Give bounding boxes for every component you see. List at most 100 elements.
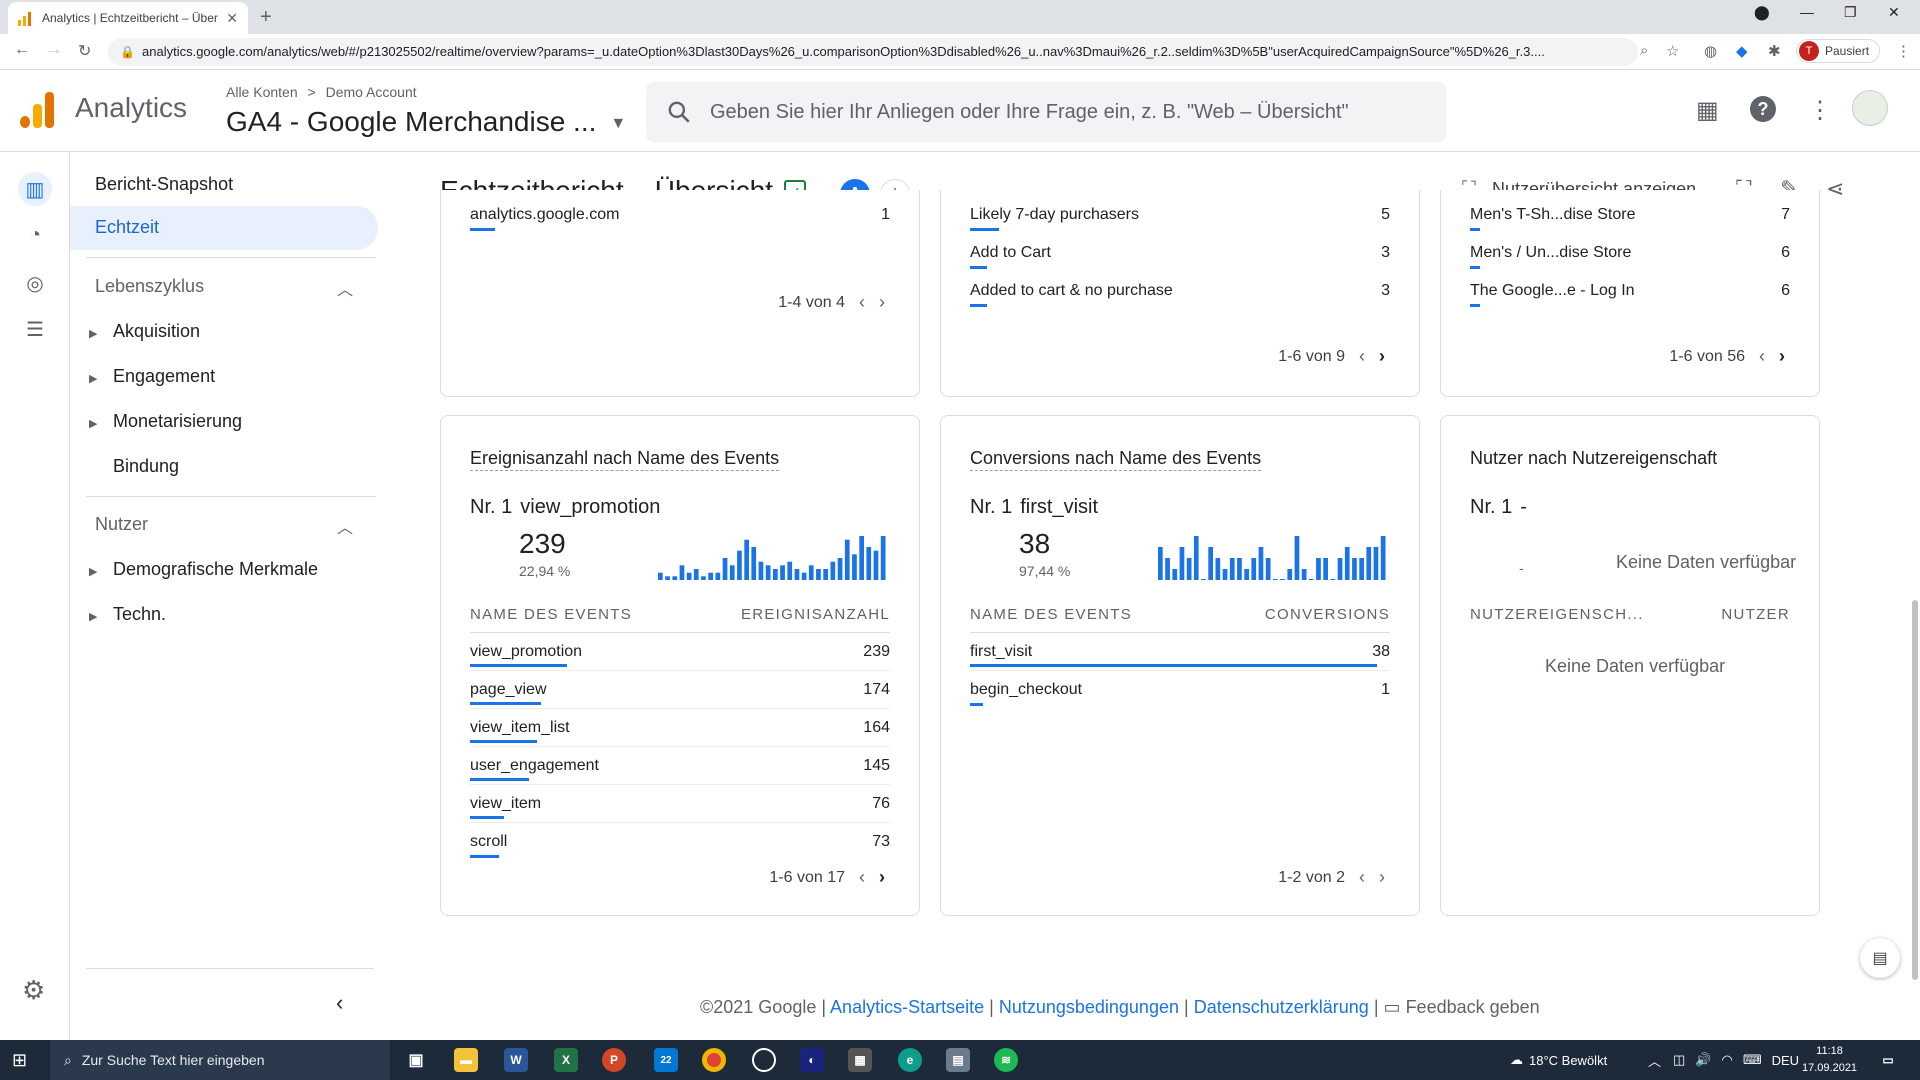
column-header-name[interactable]: NAME DES EVENTS — [470, 606, 633, 623]
feedback-chat-icon[interactable]: ▤ — [1860, 938, 1900, 978]
list-item[interactable]: analytics.google.com 1 — [470, 206, 890, 236]
reports-icon[interactable]: ▥ — [18, 172, 52, 206]
browser-tab[interactable]: Analytics | Echtzeitbericht – Über ✕ — [8, 2, 248, 34]
list-item[interactable]: Men's / Un...dise Store 6 — [1470, 244, 1790, 274]
taskbar-clock[interactable]: 11:18 17.09.2021 — [1802, 1043, 1857, 1077]
prev-page-icon[interactable]: ‹ — [859, 292, 865, 312]
nav-tech[interactable]: ▶ Techn. — [89, 604, 166, 625]
nav-acquisition[interactable]: ▶ Akquisition — [89, 321, 200, 342]
notepad-icon[interactable]: ▤ — [946, 1048, 970, 1072]
table-row[interactable]: scroll 73 — [470, 823, 890, 861]
share-icon[interactable]: ⋖ — [1826, 176, 1845, 201]
card-title[interactable]: Conversions nach Name des Events — [970, 448, 1262, 471]
breadcrumb-account[interactable]: Demo Account — [325, 84, 417, 100]
reload-icon[interactable]: ↻ — [78, 43, 92, 60]
apps-grid-icon[interactable]: ▦ — [1696, 97, 1719, 124]
weather-widget[interactable]: ☁ 18°C Bewölkt — [1510, 1040, 1607, 1080]
list-item[interactable]: Likely 7-day purchasers 5 — [970, 206, 1390, 236]
nav-section-lifecycle[interactable]: Lebenszyklus ︿ — [95, 276, 353, 299]
nav-monetization[interactable]: ▶ Monetarisierung — [89, 411, 242, 432]
back-icon[interactable]: ← — [14, 41, 30, 58]
taskbar-search[interactable]: ⌕ Zur Suche Text hier eingeben — [50, 1040, 390, 1080]
footer-link-home[interactable]: Analytics-Startseite — [830, 997, 985, 1017]
spotify-icon[interactable]: ≋ — [994, 1048, 1018, 1072]
prev-page-icon[interactable]: ‹ — [1359, 867, 1365, 887]
nav-engagement[interactable]: ▶ Engagement — [89, 366, 215, 387]
account-avatar[interactable] — [1852, 90, 1888, 126]
advertising-icon[interactable]: ◎ — [26, 272, 44, 295]
new-tab-icon[interactable]: + — [260, 6, 272, 28]
minimize-icon[interactable]: — — [1800, 4, 1814, 20]
help-icon[interactable]: ? — [1750, 96, 1776, 122]
windows-start-icon[interactable]: ⊞ — [12, 1050, 28, 1070]
table-row[interactable]: view_item_list 164 — [470, 709, 890, 747]
footer-link-terms[interactable]: Nutzungsbedingungen — [998, 997, 1179, 1017]
prev-page-icon[interactable]: ‹ — [859, 867, 865, 887]
analytics-logo-icon[interactable] — [20, 92, 54, 128]
column-header-name[interactable]: NAME DES EVENTS — [970, 606, 1133, 623]
list-item[interactable]: Add to Cart 3 — [970, 244, 1390, 274]
configure-icon[interactable]: ☰ — [26, 318, 44, 341]
chrome-icon[interactable] — [702, 1048, 726, 1072]
powerpoint-icon[interactable]: P — [602, 1048, 626, 1072]
prev-page-icon[interactable]: ‹ — [1759, 346, 1765, 366]
next-page-icon[interactable]: › — [879, 292, 885, 312]
column-header-value[interactable]: NUTZER — [1721, 606, 1790, 623]
browser-menu-icon[interactable]: ⋮ — [1896, 43, 1911, 60]
language-indicator[interactable]: DEU — [1771, 1052, 1800, 1068]
file-explorer-icon[interactable]: ▬ — [454, 1048, 478, 1072]
next-page-icon[interactable]: › — [879, 867, 885, 887]
explore-icon[interactable]: ◔ — [28, 223, 42, 246]
task-view-icon[interactable]: ▣ — [408, 1052, 424, 1069]
next-page-icon[interactable]: › — [1779, 346, 1785, 366]
nav-retention[interactable]: Bindung — [89, 456, 179, 477]
profile-button[interactable]: T Pausiert — [1796, 39, 1881, 63]
table-row[interactable]: page_view 174 — [470, 671, 890, 709]
address-bar[interactable]: 🔒 analytics.google.com/analytics/web/#/p… — [108, 38, 1638, 66]
nav-report-snapshot[interactable]: Bericht-Snapshot — [95, 174, 234, 194]
feedback-link[interactable]: ▭ Feedback geben — [1384, 997, 1540, 1017]
prev-page-icon[interactable]: ‹ — [1359, 346, 1365, 366]
property-selector[interactable]: GA4 - Google Merchandise ... ▼ — [226, 106, 626, 138]
app-icon[interactable]: ◐ — [800, 1048, 824, 1072]
table-row[interactable]: user_engagement 145 — [470, 747, 890, 785]
maximize-icon[interactable]: ❐ — [1844, 4, 1857, 20]
table-row[interactable]: view_item 76 — [470, 785, 890, 823]
network-icon[interactable]: ◫ — [1673, 1052, 1686, 1067]
column-header-name[interactable]: NUTZEREIGENSCH... — [1470, 606, 1644, 623]
volume-icon[interactable]: 🔊 — [1695, 1052, 1712, 1067]
table-row[interactable]: first_visit 38 — [970, 633, 1390, 671]
table-row[interactable]: view_promotion 239 — [470, 633, 890, 671]
paint-icon[interactable]: ▦ — [848, 1048, 872, 1072]
search-bar[interactable] — [646, 82, 1446, 142]
notifications-icon[interactable]: ▭ — [1882, 1053, 1894, 1067]
tag-extension-icon[interactable]: ◆ — [1736, 43, 1748, 60]
keyboard-icon[interactable]: ⌨ — [1742, 1052, 1762, 1067]
excel-icon[interactable]: X — [554, 1048, 578, 1072]
more-vert-icon[interactable]: ⋮ — [1808, 97, 1832, 124]
next-page-icon[interactable]: › — [1379, 867, 1385, 887]
collapse-nav-icon[interactable]: ‹ — [336, 990, 344, 1015]
edge-icon[interactable]: e — [898, 1048, 922, 1072]
list-item[interactable]: Men's T-Sh...dise Store 7 — [1470, 206, 1790, 236]
table-row[interactable]: begin_checkout 1 — [970, 671, 1390, 709]
next-page-icon[interactable]: › — [1379, 346, 1385, 366]
footer-link-privacy[interactable]: Datenschutzerklärung — [1193, 997, 1369, 1017]
list-item[interactable]: The Google...e - Log In 6 — [1470, 282, 1790, 312]
mail-icon[interactable]: 22 — [654, 1048, 678, 1072]
zoom-icon[interactable]: ⌕ — [1640, 42, 1649, 59]
list-item[interactable]: Added to cart & no purchase 3 — [970, 282, 1390, 312]
search-input[interactable] — [710, 100, 1446, 124]
close-window-icon[interactable]: ✕ — [1888, 4, 1900, 20]
wifi-icon[interactable]: ◠ — [1721, 1052, 1733, 1067]
bookmark-star-icon[interactable]: ☆ — [1666, 43, 1680, 60]
breadcrumb-all-accounts[interactable]: Alle Konten — [226, 84, 298, 100]
nav-realtime[interactable]: Echtzeit — [70, 206, 378, 250]
tray-chevron-icon[interactable]: ︿ — [1648, 1053, 1662, 1069]
profile-dropdown-icon[interactable]: ⬤ — [1754, 4, 1770, 20]
settings-gear-icon[interactable]: ⚙ — [22, 975, 46, 1005]
nav-demographics[interactable]: ▶ Demografische Merkmale — [89, 559, 318, 580]
word-icon[interactable]: W — [504, 1048, 528, 1072]
forward-icon[interactable]: → — [46, 41, 62, 58]
nav-section-user[interactable]: Nutzer ︿ — [95, 514, 353, 537]
